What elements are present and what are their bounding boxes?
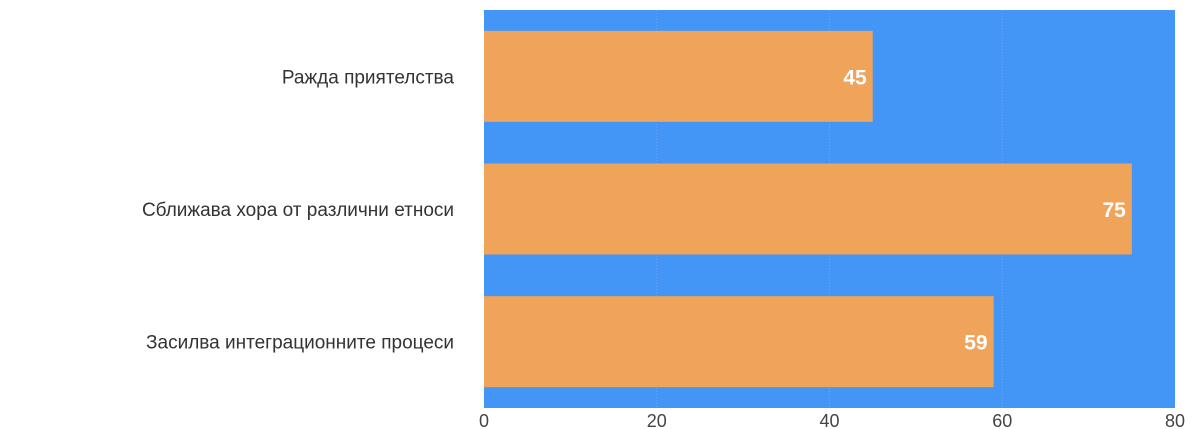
x-tick-label: 0 (479, 411, 489, 429)
bar (484, 163, 1132, 255)
data-label: 59 (964, 332, 987, 355)
category-label: Засилва интеграционните процеси (146, 333, 454, 354)
x-tick-label: 60 (992, 411, 1012, 429)
x-tick-label: 80 (1165, 411, 1185, 429)
category-label: Ражда приятелства (282, 67, 455, 88)
bar (484, 296, 994, 388)
bar (484, 30, 873, 122)
category-label: Сближава хора от различни етноси (142, 200, 454, 221)
x-tick-label: 20 (647, 411, 667, 429)
data-label: 45 (843, 66, 867, 89)
data-label: 75 (1102, 199, 1126, 222)
x-tick-label: 40 (819, 411, 839, 429)
